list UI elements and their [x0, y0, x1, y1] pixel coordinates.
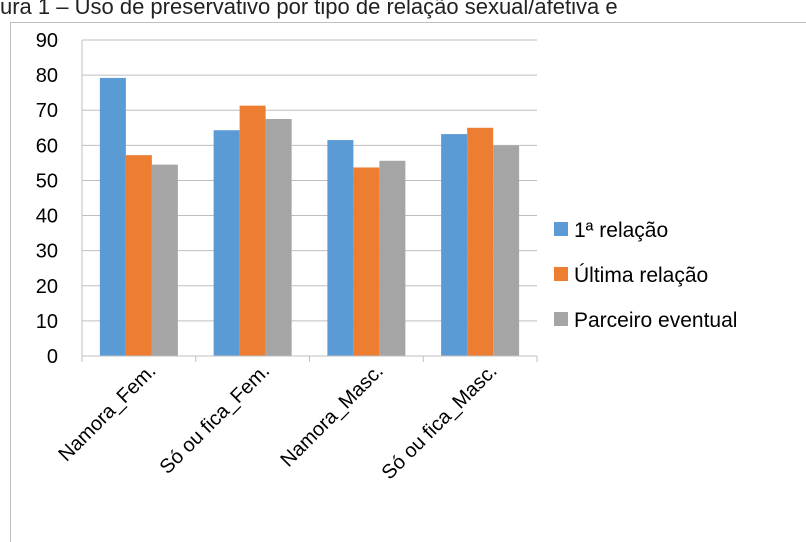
y-tick-label: 90 — [36, 30, 58, 52]
y-tick-label: 20 — [36, 276, 58, 298]
legend-label: Parceiro eventual — [574, 309, 737, 332]
x-category-labels: Namora_Fem.Só ou fica_Fem. Namora_Masc.Só… — [54, 360, 501, 484]
bar — [239, 105, 266, 356]
bar — [213, 130, 240, 356]
bar — [441, 134, 468, 356]
y-tick-label: 40 — [36, 206, 58, 228]
y-tick-label: 60 — [36, 135, 58, 157]
y-tick-label: 70 — [36, 100, 58, 122]
legend-swatch — [554, 267, 568, 281]
y-tick-label: 50 — [36, 170, 58, 192]
x-category-label: Só ou fica_Fem. — [156, 360, 275, 479]
bar — [327, 140, 354, 356]
bar — [125, 155, 152, 356]
y-tick-label: 30 — [36, 241, 58, 263]
chart-frame — [10, 22, 806, 542]
bar — [467, 127, 494, 357]
bars — [99, 77, 520, 357]
bar — [265, 119, 292, 356]
bar — [493, 145, 520, 356]
bar — [151, 164, 178, 356]
x-category-label: Namora_Fem. — [54, 360, 160, 466]
bar — [353, 167, 380, 356]
x-category-label: Namora_Masc. — [276, 360, 387, 471]
legend-label: 1ª relação — [574, 219, 668, 242]
axes — [81, 40, 538, 362]
x-category-label: Só ou fica_Masc. — [378, 360, 502, 484]
legend-label: Última relação — [574, 264, 708, 287]
y-tick-label: 0 — [47, 346, 58, 368]
legend-swatch — [554, 222, 568, 236]
y-tick-labels: 0 10 20 30 40 50 60 70 80 90 — [36, 30, 58, 368]
figure-caption: ura 1 – Uso de preservativo por tipo de … — [0, 0, 618, 19]
y-tick-label: 10 — [36, 311, 58, 333]
legend-swatch — [554, 312, 568, 326]
bar — [99, 77, 126, 357]
legend: 1ª relação Última relação Parceiro eventua… — [554, 219, 737, 332]
bar — [379, 160, 406, 356]
y-tick-label: 80 — [36, 65, 58, 87]
